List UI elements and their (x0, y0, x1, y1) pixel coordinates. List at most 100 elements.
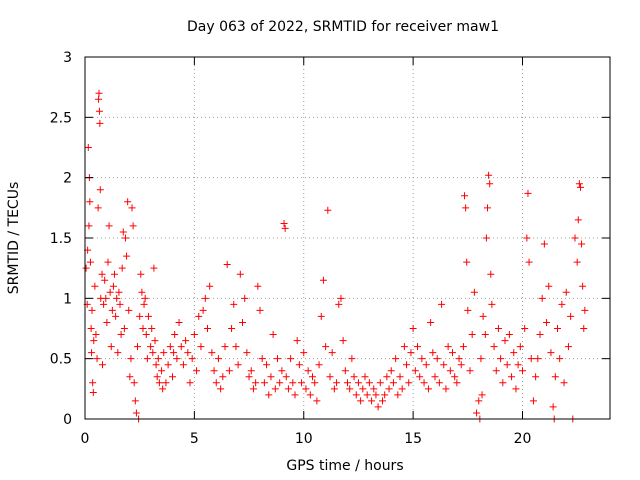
data-point (368, 397, 376, 405)
data-point (228, 325, 236, 332)
data-point (160, 349, 168, 357)
data-point (438, 300, 446, 308)
data-point (166, 343, 174, 351)
data-point (488, 300, 496, 308)
data-point (484, 204, 491, 212)
data-point (232, 343, 240, 351)
data-point (245, 373, 253, 381)
data-point (95, 89, 103, 97)
data-point (560, 379, 568, 387)
data-point (479, 312, 487, 320)
data-point (540, 240, 548, 248)
data-point (420, 379, 428, 387)
data-point (464, 306, 472, 314)
data-point (492, 367, 500, 375)
data-point (121, 234, 129, 242)
data-point (403, 361, 411, 369)
data-point (120, 325, 128, 332)
data-point (258, 355, 266, 363)
data-point (510, 349, 518, 357)
data-point (576, 183, 584, 191)
data-point (132, 409, 140, 417)
data-point (389, 379, 397, 387)
x-tick-label: 20 (514, 431, 532, 447)
data-point (573, 258, 581, 266)
data-point (117, 331, 125, 339)
data-point (142, 331, 150, 339)
data-point (98, 270, 106, 278)
data-point (383, 373, 391, 381)
data-point (173, 355, 181, 363)
data-point (466, 367, 474, 375)
data-point (126, 373, 134, 381)
data-point (361, 373, 369, 381)
data-point (149, 349, 157, 357)
data-point (195, 312, 203, 320)
chart-title: Day 063 of 2022, SRMTID for receiver maw… (187, 19, 499, 35)
data-point (119, 228, 127, 236)
data-point (151, 337, 159, 345)
data-point (201, 294, 209, 302)
data-point (127, 355, 135, 363)
data-point (414, 343, 421, 351)
data-point (339, 337, 347, 345)
data-point (114, 349, 122, 357)
data-point (271, 385, 279, 393)
data-point (427, 318, 435, 326)
data-point (322, 343, 330, 351)
data-point (225, 367, 233, 375)
data-point (538, 294, 546, 302)
data-point (84, 144, 92, 151)
data-point (372, 391, 380, 399)
data-point (330, 385, 338, 393)
data-point (95, 95, 103, 103)
data-point (102, 294, 110, 302)
data-point (175, 318, 183, 326)
y-tick-label: 2.5 (50, 110, 72, 126)
data-point (350, 373, 358, 381)
data-point (396, 373, 404, 381)
y-tick-label: 0 (63, 412, 72, 428)
data-point (208, 349, 216, 357)
data-point (118, 264, 126, 272)
data-point (501, 337, 509, 345)
data-point (212, 379, 220, 387)
data-point (449, 349, 456, 357)
data-point (440, 361, 448, 369)
data-point (193, 367, 201, 375)
data-point (88, 306, 96, 314)
data-points (82, 89, 589, 423)
data-point (284, 385, 292, 393)
y-tick-label: 2 (63, 171, 72, 187)
data-point (326, 373, 334, 381)
data-point (536, 331, 544, 339)
y-axis-label: SRMTID / TECUs (6, 182, 22, 295)
data-point (387, 367, 395, 375)
data-point (86, 258, 94, 266)
data-point (407, 349, 415, 357)
data-point (379, 397, 386, 405)
data-point (214, 355, 222, 363)
data-point (481, 331, 489, 339)
data-point (551, 373, 559, 381)
x-tick-label: 0 (81, 431, 90, 447)
data-point (184, 349, 192, 357)
data-point (311, 379, 319, 387)
data-point (282, 373, 290, 381)
data-point (374, 403, 382, 411)
data-point (354, 379, 362, 387)
data-point (210, 367, 218, 375)
data-point (503, 361, 511, 369)
data-point (424, 385, 432, 393)
data-point (124, 198, 132, 206)
data-point (177, 343, 185, 351)
data-point (418, 355, 426, 363)
data-point (256, 306, 264, 314)
y-tick-label: 1.5 (50, 231, 72, 247)
data-point (171, 331, 179, 339)
data-point (485, 171, 493, 179)
data-point (243, 349, 251, 357)
data-point (89, 388, 97, 396)
data-point (317, 312, 325, 320)
data-point (549, 403, 557, 411)
